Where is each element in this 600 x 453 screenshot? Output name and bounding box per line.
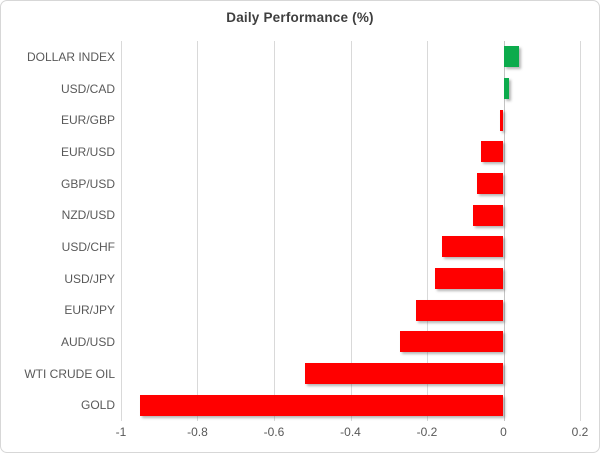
value-axis: -1 -0.8 -0.6 -0.4 -0.2 0 0.2 (116, 425, 589, 443)
xtick-label: -0.6 (263, 425, 285, 439)
xtick-label: -0.8 (187, 425, 208, 439)
category-label-wti-crude-oil: WTI CRUDE OIL (24, 366, 115, 381)
bar-gold (140, 394, 504, 416)
category-label-usd-chf: USD/CHF (61, 239, 115, 254)
category-label-usd-cad: USD/CAD (60, 81, 115, 96)
gridline (273, 41, 275, 421)
bar-gbp-usd (476, 173, 504, 194)
category-label-gold: GOLD (80, 398, 115, 413)
category-label-eur-gbp: EUR/GBP (60, 113, 115, 128)
gridline (121, 41, 122, 421)
bar-usd-jpy (434, 268, 504, 289)
bar-usd-chf (442, 236, 504, 258)
xtick-label: -0.2 (416, 425, 438, 439)
category-label-eur-usd: EUR/USD (60, 144, 115, 159)
bar-eur-gbp (499, 109, 504, 131)
bar-dollar-index (503, 46, 519, 68)
bar-eur-usd (480, 141, 504, 163)
gridline (426, 41, 428, 421)
xtick-label: -1 (115, 425, 127, 439)
xtick-label: 0.2 (571, 425, 589, 439)
category-label-gbp-usd: GBP/USD (60, 176, 115, 191)
category-axis: DOLLAR INDEX USD/CAD EUR/GBP EUR/USD GBP/USD… (1, 41, 115, 421)
xtick-label: -0.4 (340, 425, 361, 439)
xtick-label: 0 (500, 425, 507, 439)
category-label-dollar-index: DOLLAR INDEX (26, 49, 115, 64)
bar-wti-crude-oil (304, 363, 504, 384)
gridline (350, 41, 352, 421)
plot-area (121, 41, 581, 421)
zero-axis-line (503, 41, 505, 421)
category-label-nzd-usd: NZD/USD (61, 208, 115, 223)
gridline (580, 41, 581, 421)
gridline (197, 41, 199, 421)
bar-eur-jpy (415, 299, 504, 321)
chart-title: Daily Performance (%) (226, 10, 374, 25)
bar-usd-cad (503, 78, 510, 99)
category-label-aud-usd: AUD/USD (60, 334, 115, 349)
category-label-usd-jpy: USD/JPY (64, 271, 115, 286)
bar-aud-usd (400, 331, 504, 353)
category-label-eur-jpy: EUR/JPY (64, 303, 115, 318)
bar-nzd-usd (472, 204, 504, 226)
